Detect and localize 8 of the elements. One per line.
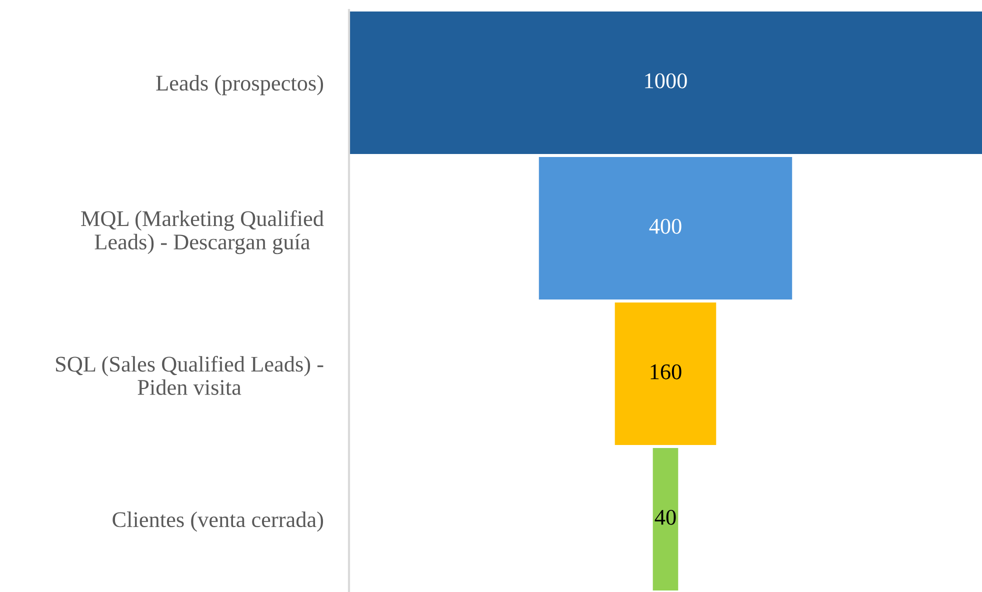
data-label: 160 xyxy=(650,364,682,380)
category-label: Clientes (venta cerrada) xyxy=(112,512,324,532)
category-label: MQL (Marketing Qualified Leads) - Descargan guía xyxy=(81,210,324,254)
category-label: Leads (prospectos) xyxy=(156,75,324,96)
data-label: 400 xyxy=(649,218,682,234)
category-label: SQL (Sales Qualified Leads) - Piden visita xyxy=(56,356,324,395)
data-label: 40 xyxy=(654,510,676,525)
data-label: 1000 xyxy=(645,73,687,88)
